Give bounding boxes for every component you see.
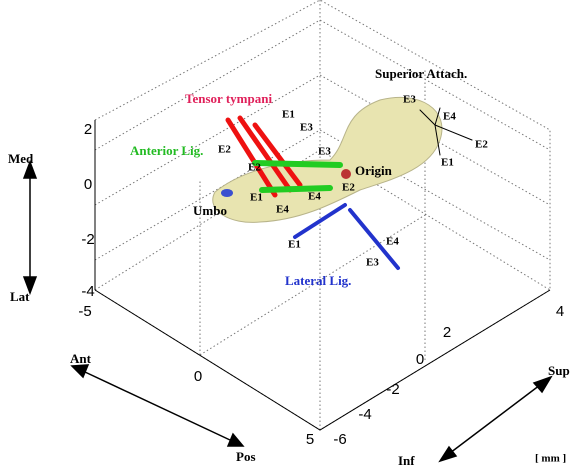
tick-label: -4 — [81, 283, 94, 300]
point-label: E1 — [282, 109, 295, 121]
point-label: E4 — [276, 204, 289, 216]
label: Anterior Lig. — [130, 143, 203, 158]
point-label: E1 — [288, 239, 301, 251]
point-label: E4 — [386, 236, 399, 248]
tick-label: 0 — [194, 368, 202, 385]
point-label: E4 — [308, 191, 321, 203]
point-label: E4 — [443, 111, 456, 123]
point-label: E3 — [300, 122, 313, 134]
point-label: E1 — [250, 192, 263, 204]
label: Lateral Lig. — [285, 273, 351, 288]
direction: Ant — [70, 351, 92, 366]
box-wireframe — [94, 0, 551, 431]
direction: Sup — [548, 363, 570, 378]
tick-label: 0 — [84, 176, 92, 193]
tick-label: 2 — [443, 324, 451, 341]
ligaments — [225, 107, 473, 270]
point-label: E3 — [318, 146, 331, 158]
tick-label: 2 — [84, 121, 92, 138]
tick-label: -6 — [333, 431, 346, 448]
point-label: E1 — [441, 157, 454, 169]
tick-label: 0 — [416, 351, 424, 368]
label: Superior Attach. — [375, 66, 467, 81]
labels: Superior Attach. Tensor tympani Anterior… — [8, 66, 570, 468]
tick-label: -2 — [386, 381, 399, 398]
direction: Inf — [398, 453, 415, 468]
arrows — [22, 159, 553, 463]
ossicle — [212, 96, 443, 223]
label: Umbo — [193, 203, 227, 218]
tick-label: -4 — [358, 406, 371, 423]
tick-label: 4 — [556, 303, 564, 320]
direction: Pos — [236, 449, 256, 464]
point-label: E3 — [366, 257, 379, 269]
point-label: E2 — [218, 144, 231, 156]
tick-label: -5 — [78, 303, 91, 320]
direction: Lat — [10, 289, 30, 304]
point-label: E2 — [248, 162, 261, 174]
point-label: E2 — [475, 139, 488, 151]
tick-label: -2 — [81, 231, 94, 248]
point-label: E2 — [342, 182, 355, 194]
label: Tensor tympani — [185, 91, 272, 106]
label: Origin — [355, 163, 393, 178]
tick-label: 5 — [306, 431, 314, 448]
direction: Med — [8, 151, 34, 166]
point-label: E3 — [403, 94, 416, 106]
label: [ mm ] — [535, 453, 566, 465]
